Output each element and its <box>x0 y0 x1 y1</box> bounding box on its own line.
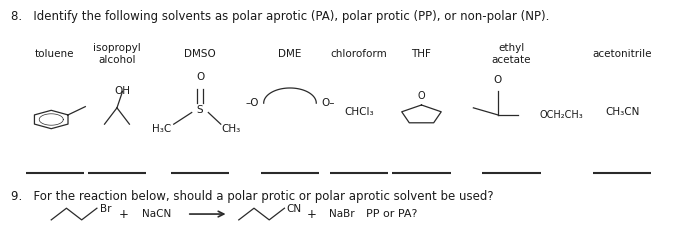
Text: NaCN: NaCN <box>142 209 171 219</box>
Text: CN: CN <box>286 204 302 214</box>
Text: CH₃: CH₃ <box>221 124 241 134</box>
Text: –O: –O <box>245 98 259 108</box>
Text: Br: Br <box>100 204 112 214</box>
Text: S: S <box>197 105 203 115</box>
Text: O: O <box>494 75 502 85</box>
Text: NaBr: NaBr <box>330 209 355 219</box>
Text: toluene: toluene <box>35 49 74 59</box>
Text: isopropyl
alcohol: isopropyl alcohol <box>93 43 141 65</box>
Text: H₃C: H₃C <box>153 124 172 134</box>
Text: O–: O– <box>321 98 335 108</box>
Text: DMSO: DMSO <box>184 49 216 59</box>
Text: chloroform: chloroform <box>331 49 388 59</box>
Text: OH: OH <box>115 87 130 97</box>
Text: +: + <box>307 207 317 221</box>
Text: O: O <box>418 91 426 101</box>
Text: ethyl
acetate: ethyl acetate <box>491 43 531 65</box>
Text: DME: DME <box>279 49 302 59</box>
Text: CH₃CN: CH₃CN <box>605 108 639 118</box>
Text: 9.   For the reaction below, should a polar protic or polar aprotic solvent be u: 9. For the reaction below, should a pola… <box>11 190 493 202</box>
Text: acetonitrile: acetonitrile <box>592 49 652 59</box>
Text: PP or PA?: PP or PA? <box>366 209 417 219</box>
Text: +: + <box>118 207 128 221</box>
Text: CHCl₃: CHCl₃ <box>344 108 374 118</box>
Text: 8.   Identify the following solvents as polar aprotic (PA), polar protic (PP), o: 8. Identify the following solvents as po… <box>11 10 550 23</box>
Text: OCH₂CH₃: OCH₂CH₃ <box>539 110 583 120</box>
Text: O: O <box>196 72 204 82</box>
Text: THF: THF <box>412 49 431 59</box>
